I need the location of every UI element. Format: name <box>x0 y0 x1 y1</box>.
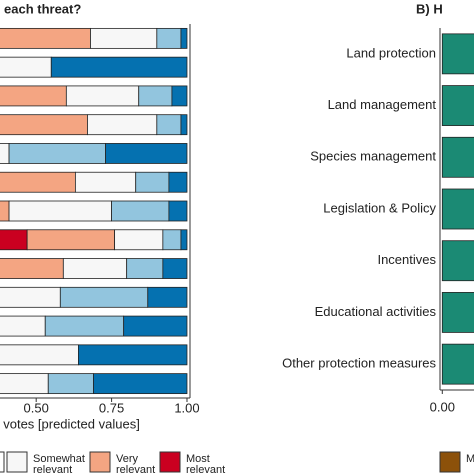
bar-segment <box>126 258 164 279</box>
right-title: B) H <box>416 1 443 16</box>
bar-segment <box>162 229 182 251</box>
bar <box>441 136 474 178</box>
bar-segment <box>123 315 188 337</box>
bar-segment <box>0 229 28 251</box>
y-tick-label: Incentives <box>377 252 436 267</box>
bar-segment <box>0 258 64 279</box>
bar-segment <box>0 200 10 222</box>
legend-swatch <box>6 451 28 473</box>
bar-segment <box>162 258 188 279</box>
bar-segment <box>0 315 46 337</box>
bar-segment <box>65 85 140 107</box>
bar-segment <box>147 286 188 308</box>
legend-label: Somewhat relevant <box>33 453 88 474</box>
bar-segment <box>78 344 188 366</box>
bar-segment <box>59 286 149 308</box>
y-tick-label: Land protection <box>346 45 436 60</box>
bar-segment <box>0 143 10 164</box>
bar-segment <box>93 373 188 395</box>
bar-segment <box>87 114 158 136</box>
bar-segment <box>74 171 137 193</box>
legend-label: M <box>466 453 474 465</box>
bar <box>441 33 474 75</box>
bar-segment <box>0 171 76 193</box>
x-tick-label: 0.00 <box>430 399 455 414</box>
bar-segment <box>0 286 61 308</box>
bar-segment <box>114 229 164 251</box>
bar-segment <box>0 56 52 78</box>
bar-segment <box>44 315 125 337</box>
legend-swatch <box>439 451 461 473</box>
x-axis-label: f votes [predicted values] <box>0 416 140 431</box>
bar-segment <box>8 143 106 164</box>
legend-label: Very relevant <box>116 453 155 474</box>
bar-segment <box>62 258 128 279</box>
bar-segment <box>180 114 188 136</box>
left-title: each threat? <box>4 1 81 16</box>
bar-segment <box>111 200 170 222</box>
bar-segment <box>0 344 79 366</box>
bar <box>441 240 474 282</box>
y-tick-label: Educational activities <box>315 304 437 319</box>
bar-segment <box>156 27 182 49</box>
bar-segment <box>50 56 188 78</box>
bar-segment <box>0 114 88 136</box>
bar-segment <box>135 171 170 193</box>
bar-segment <box>180 229 188 251</box>
bar <box>441 85 474 126</box>
bar-segment <box>156 114 182 136</box>
bar-segment <box>171 85 188 107</box>
bar <box>441 188 474 230</box>
bar-segment <box>90 27 158 49</box>
bar-segment <box>0 373 49 395</box>
bar-segment <box>168 200 188 222</box>
y-tick-label: Land management <box>328 97 437 112</box>
legend-label: Most relevant <box>186 453 225 474</box>
bar <box>441 292 474 333</box>
bar-segment <box>138 85 173 107</box>
bar-segment <box>0 27 91 49</box>
legend-swatch <box>89 451 111 473</box>
y-tick-label: Legislation & Policy <box>323 200 436 215</box>
legend-swatch <box>159 451 181 473</box>
bar-segment <box>105 143 188 164</box>
bar-segment <box>47 373 94 395</box>
bar-segment <box>180 27 188 49</box>
bar-segment <box>8 200 112 222</box>
bar-segment <box>0 85 67 107</box>
y-tick-label: Other protection measures <box>282 356 436 371</box>
x-tick-label: 1.00 <box>174 400 199 415</box>
y-tick-label: Species management <box>310 149 436 164</box>
bar <box>441 343 474 385</box>
legend-swatch-cropped <box>0 451 5 473</box>
bar-segment <box>26 229 116 251</box>
x-tick-label: 0.75 <box>99 400 124 415</box>
bar-segment <box>168 171 188 193</box>
x-tick-label: 0.50 <box>24 400 49 415</box>
